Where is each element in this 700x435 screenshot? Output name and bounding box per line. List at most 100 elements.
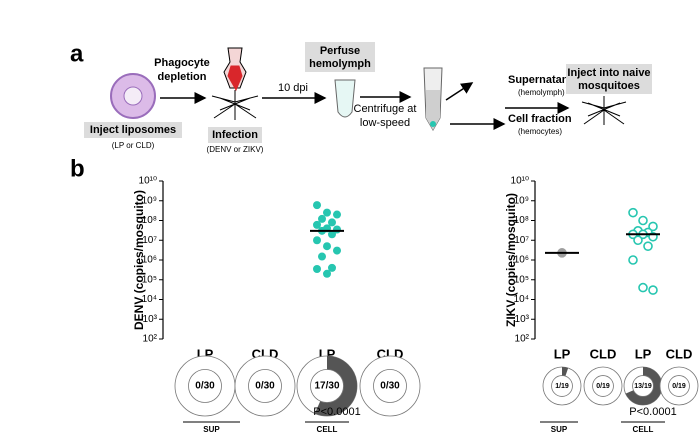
y-tick-label: 10⁹: [514, 195, 529, 206]
y-tick-label: 10⁴: [514, 294, 529, 305]
donut-hole: [668, 375, 690, 397]
group-label: SUP: [551, 425, 568, 434]
label-box: [566, 64, 652, 94]
data-point: [318, 252, 326, 261]
donut-slice: [314, 356, 358, 417]
y-tick-label: 10³: [143, 314, 158, 325]
data-point: [328, 218, 336, 227]
label-box: [208, 127, 262, 143]
cell-pellet: [430, 121, 436, 127]
donut-hole: [188, 369, 222, 403]
data-point: [328, 263, 336, 272]
donut-hole: [592, 375, 614, 397]
y-tick-label: 10⁸: [142, 215, 157, 226]
data-point: [313, 265, 321, 274]
data-point: [648, 285, 658, 295]
data-point: [313, 220, 321, 229]
y-tick-label: 10²: [515, 334, 530, 345]
data-point: [313, 201, 321, 210]
p-value: P<0.0001: [629, 406, 676, 418]
data-point: [323, 208, 331, 217]
donut-label: 0/19: [596, 383, 610, 390]
y-tick-label: 10⁶: [514, 255, 529, 266]
step-note: (hemolymph): [518, 88, 565, 97]
step-label: depletion: [158, 71, 207, 83]
step-note: (DENV or ZIKV): [207, 145, 264, 154]
data-point: [628, 255, 638, 265]
y-tick-label: 10¹⁰: [511, 176, 529, 187]
step-note: (LP or CLD): [112, 141, 155, 150]
step-label: Inject liposomes: [90, 124, 176, 136]
step-label: Cell fraction: [508, 113, 572, 125]
panel-label: b: [70, 155, 85, 182]
group-label: CELL: [317, 425, 338, 434]
y-axis-label: ZIKV (copies/mosquito): [504, 193, 518, 327]
x-tick-label: CLD: [590, 346, 617, 361]
x-tick-label: LP: [554, 346, 571, 361]
y-axis-label: DENV (copies/mosquito): [132, 190, 146, 330]
step-label: 10 dpi: [278, 82, 308, 94]
donut-hole: [373, 369, 407, 403]
panel-a: a Inject liposomes (LP or CLD) Phagocyte…: [70, 40, 652, 154]
liposome-core: [123, 86, 143, 106]
y-tick-label: 10¹⁰: [139, 176, 157, 187]
label-box: [84, 122, 182, 138]
step-label: Phagocyte: [154, 57, 210, 69]
x-tick-label: CLD: [666, 346, 693, 361]
group-label: SUP: [203, 425, 220, 434]
y-tick-label: 10³: [515, 314, 530, 325]
donut-label: 0/30: [195, 381, 215, 392]
tube-icon: [334, 79, 356, 118]
y-tick-label: 10⁵: [142, 274, 157, 285]
arrow: [445, 82, 474, 101]
data-point: [323, 269, 331, 278]
label-box: [305, 42, 375, 72]
step-label: hemolymph: [309, 58, 371, 70]
y-tick-label: 10⁴: [142, 294, 157, 305]
donut-label: 13/19: [634, 383, 652, 390]
donut-slice: [625, 367, 662, 405]
data-point: [638, 215, 648, 226]
y-tick-label: 10²: [143, 334, 158, 345]
step-note: (hemocytes): [518, 127, 562, 136]
donut-label: 17/30: [314, 381, 339, 392]
data-point: [328, 230, 336, 239]
donut-hole: [310, 369, 344, 403]
donut-label: 0/19: [672, 383, 686, 390]
data-point: [633, 235, 643, 246]
step-label: Supernatant: [508, 74, 573, 86]
p-value: P<0.0001: [313, 406, 360, 418]
data-point: [313, 236, 321, 245]
data-point: [643, 241, 653, 251]
data-point: [318, 214, 326, 223]
tube-fill: [426, 90, 440, 130]
group-label: CELL: [633, 425, 654, 434]
donut-hole: [248, 369, 282, 403]
y-tick-label: 10⁷: [142, 235, 157, 246]
step-label: low-speed: [360, 117, 410, 129]
data-point: [333, 210, 341, 219]
data-point: [648, 221, 658, 232]
data-point: [323, 242, 331, 251]
mosquito-icon: [581, 96, 627, 125]
data-point: [638, 282, 648, 293]
donut-label: 0/30: [380, 381, 400, 392]
y-tick-label: 10⁸: [514, 215, 529, 226]
mosquito-icon: [211, 47, 259, 120]
y-tick-label: 10⁷: [514, 235, 529, 246]
data-point: [333, 246, 341, 255]
donut-slice: [562, 367, 569, 377]
panel-label: a: [70, 40, 84, 67]
step-label: mosquitoes: [578, 80, 640, 92]
data-point: [628, 207, 638, 218]
donut-hole: [551, 375, 573, 397]
step-label: Centrifuge at: [354, 103, 417, 115]
step-label: Infection: [212, 129, 258, 141]
donut-label: 0/30: [255, 381, 275, 392]
x-tick-label: LP: [635, 346, 652, 361]
y-tick-label: 10⁵: [514, 274, 529, 285]
y-tick-label: 10⁶: [142, 255, 157, 266]
donut-hole: [632, 375, 654, 397]
step-label: Inject into naive: [567, 67, 650, 79]
